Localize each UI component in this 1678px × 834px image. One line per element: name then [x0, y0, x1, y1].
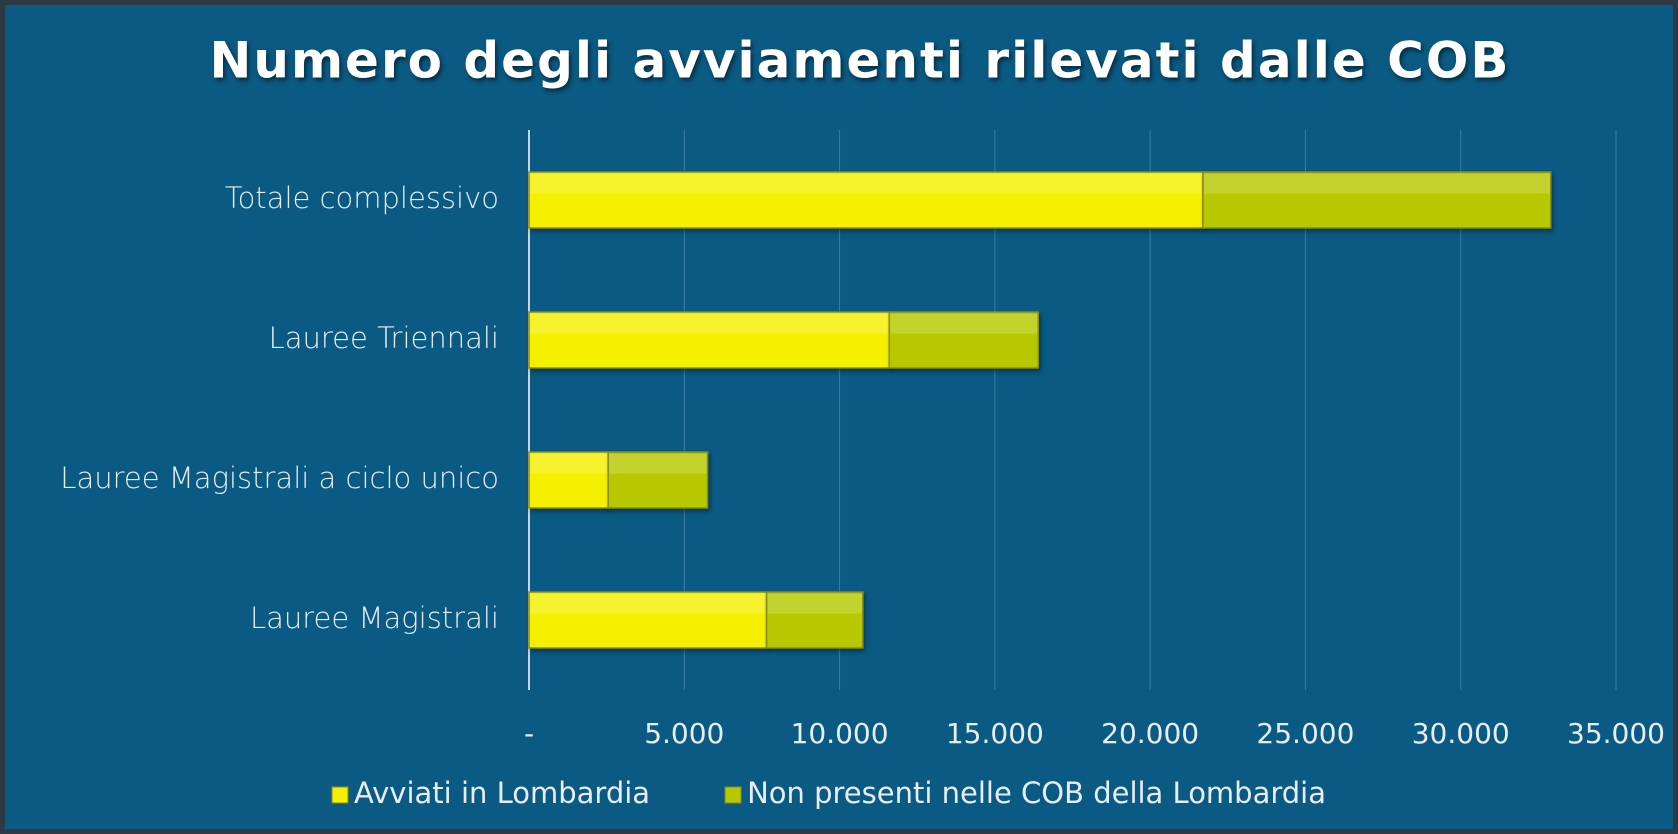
bar-segment: [888, 311, 1040, 369]
x-tick-label: 15.000: [946, 717, 1044, 750]
legend-label: Avviati in Lombardia: [354, 776, 650, 810]
bar-shine: [530, 594, 766, 614]
x-tick-label: 30.000: [1412, 717, 1510, 750]
bar-segment: [528, 591, 768, 649]
bar-segment: [528, 171, 1204, 229]
y-tick-label: Lauree Triennali: [269, 321, 499, 355]
bar-segment: [607, 451, 709, 509]
x-tick-label: 20.000: [1101, 717, 1199, 750]
legend-swatch: [724, 786, 742, 804]
bar-shine: [530, 454, 608, 474]
bar-shine: [530, 174, 1202, 194]
bar-segment: [1202, 171, 1552, 229]
bar-segment: [765, 591, 864, 649]
chart-title: Numero degli avviamenti rilevati dalle C…: [210, 32, 1511, 90]
bar-shine: [530, 314, 889, 334]
x-tick-label: -: [524, 717, 534, 750]
bar-shine: [609, 454, 707, 474]
bar-shine: [767, 594, 862, 614]
x-tick-label: 5.000: [644, 717, 724, 750]
legend-swatch: [331, 786, 349, 804]
y-tick-label: Totale complessivo: [225, 181, 499, 215]
x-tick-label: 25.000: [1256, 717, 1354, 750]
y-tick-label: Lauree Magistrali a ciclo unico: [60, 461, 499, 495]
bar-shine: [1203, 174, 1550, 194]
x-tick-label: 10.000: [791, 717, 889, 750]
y-tick-label: Lauree Magistrali: [250, 601, 499, 635]
bar-shine: [890, 314, 1038, 334]
legend-label: Non presenti nelle COB della Lombardia: [747, 776, 1326, 810]
x-tick-label: 35.000: [1567, 717, 1665, 750]
